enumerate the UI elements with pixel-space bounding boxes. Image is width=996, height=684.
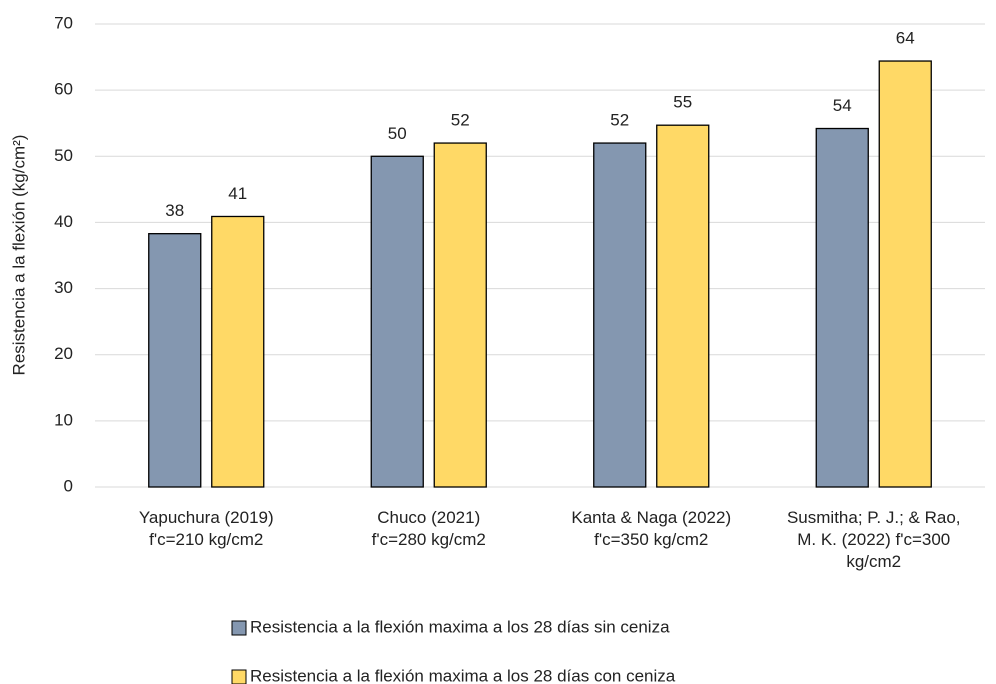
data-label: 38 bbox=[165, 201, 184, 220]
data-label: 52 bbox=[451, 111, 470, 130]
x-tick-label: Chuco (2021) f'c=280 kg/cm2 bbox=[371, 508, 486, 549]
y-tick-label: 70 bbox=[54, 13, 73, 32]
data-label: 52 bbox=[610, 111, 629, 130]
y-tick-label: 60 bbox=[54, 80, 73, 99]
legend-label: Resistencia a la flexión maxima a los 28… bbox=[250, 666, 676, 684]
data-label: 50 bbox=[388, 124, 407, 143]
bar bbox=[593, 142, 647, 488]
legend-swatch bbox=[231, 669, 247, 684]
y-tick-label: 50 bbox=[54, 146, 73, 165]
y-tick-label: 40 bbox=[54, 212, 73, 231]
bar bbox=[148, 233, 202, 488]
y-axis-label: Resistencia a la flexión (kg/cm²) bbox=[9, 135, 28, 376]
bar bbox=[656, 124, 710, 488]
bar bbox=[211, 215, 265, 488]
x-tick-label: Kanta & Naga (2022) f'c=350 kg/cm2 bbox=[571, 508, 732, 549]
y-tick-label: 10 bbox=[54, 410, 73, 429]
data-label: 55 bbox=[673, 93, 692, 112]
y-tick-label: 30 bbox=[54, 278, 73, 297]
legend-label: Resistencia a la flexión maxima a los 28… bbox=[250, 617, 670, 636]
bar bbox=[815, 127, 869, 488]
bar bbox=[433, 142, 487, 488]
y-tick-label: 20 bbox=[54, 344, 73, 363]
y-tick-label: 0 bbox=[64, 476, 73, 495]
legend-swatch bbox=[231, 620, 247, 636]
data-label: 41 bbox=[228, 184, 247, 203]
x-tick-label: Yapuchura (2019) f'c=210 kg/cm2 bbox=[138, 508, 274, 549]
bar bbox=[370, 155, 424, 488]
data-label: 54 bbox=[833, 96, 852, 115]
bar bbox=[878, 60, 932, 488]
x-tick-label: Susmitha; P. J.; & Rao, M. K. (2022) f'c… bbox=[786, 508, 961, 571]
data-label: 64 bbox=[896, 29, 915, 48]
